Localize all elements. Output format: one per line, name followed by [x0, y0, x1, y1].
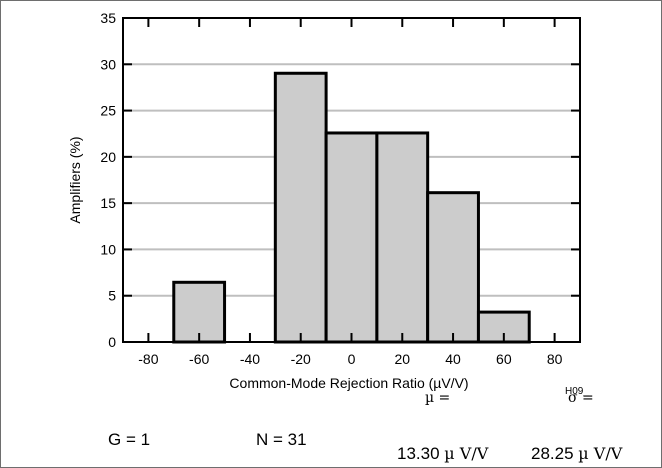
mean-value: 13.30 µ V/V — [397, 444, 488, 464]
bar-40 — [426, 191, 480, 344]
y-tick-label-20: 20 — [100, 149, 116, 165]
bar-20 — [375, 131, 430, 344]
bar--20 — [273, 71, 328, 344]
x-tick-label--80: -80 — [138, 351, 158, 367]
std-dev-number: 28.25 — [531, 444, 574, 463]
y-tick-label-35: 35 — [100, 10, 116, 26]
y-tick-label-30: 30 — [100, 56, 116, 72]
sample-count-stat: N = 31 — [256, 430, 307, 449]
x-tick-label--60: -60 — [189, 351, 209, 367]
x-tick-label-20: 20 — [394, 351, 410, 367]
grid-layer — [123, 63, 580, 297]
bar-0 — [324, 131, 379, 344]
y-tick-label-0: 0 — [108, 334, 116, 350]
x-tick-label--40: -40 — [240, 351, 260, 367]
x-tick-label-80: 80 — [547, 351, 563, 367]
y-tick-label-5: 5 — [108, 288, 116, 304]
bars-layer — [172, 71, 531, 344]
figure-code: H09_ — [565, 386, 589, 397]
axes-layer — [122, 17, 581, 343]
mean-number: 13.30 — [397, 444, 440, 463]
x-tick-label-0: 0 — [348, 351, 356, 367]
histogram-chart: -80 -60 -40 -20 0 20 40 60 80 0 5 10 15 20 25 30 35 Comm… — [67, 10, 589, 397]
y-tick-label-10: 10 — [100, 241, 116, 257]
y-tick-label-25: 25 — [100, 103, 116, 119]
x-tick-label-40: 40 — [445, 351, 461, 367]
x-tick-label-60: 60 — [496, 351, 512, 367]
x-tick-label--20: -20 — [291, 351, 311, 367]
y-tick-label-15: 15 — [100, 195, 116, 211]
bar--60 — [172, 280, 227, 344]
gain-stat: G = 1 — [108, 430, 151, 449]
x-axis-label: Common-Mode Rejection Ratio (µV/V) — [229, 375, 468, 391]
tick-labels: -80 -60 -40 -20 0 20 40 60 80 0 5 10 15 20 25 30 35 — [100, 10, 562, 367]
std-dev-label: σ = — [568, 390, 594, 406]
mean-unit: µ V/V — [444, 444, 489, 463]
mean-label: µ = — [425, 390, 451, 406]
y-axis-label: Amplifiers (%) — [67, 136, 83, 223]
std-dev-unit: µ V/V — [578, 444, 623, 463]
std-dev-value: 28.25 µ V/V — [531, 444, 622, 464]
